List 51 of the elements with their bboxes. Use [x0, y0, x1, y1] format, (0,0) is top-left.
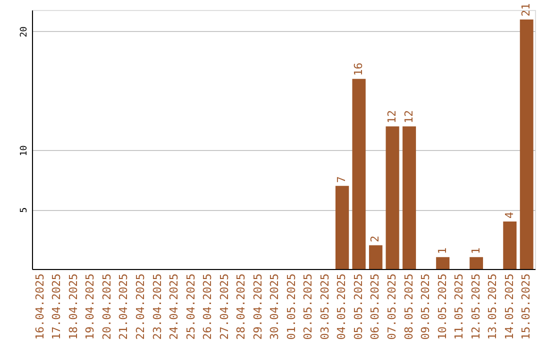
x-tick-label: 14.05.2025 [502, 274, 516, 340]
bar [503, 221, 517, 269]
x-tick-label: 21.04.2025 [117, 274, 130, 340]
x-tick-label: 15.05.2025 [520, 274, 533, 340]
bar [386, 126, 400, 269]
x-tick-label: 29.04.2025 [251, 274, 264, 340]
bar [436, 257, 450, 269]
x-tick-label: 09.05.2025 [419, 274, 432, 340]
bar [520, 20, 534, 269]
x-tick-label: 16.04.2025 [33, 274, 46, 340]
x-tick-label: 03.05.2025 [318, 274, 332, 340]
data-label: 2 [368, 236, 382, 242]
x-tick-label: 11.05.2025 [452, 274, 466, 340]
x-tick-label: 07.05.2025 [385, 274, 398, 340]
y-tick-label: 5 [20, 207, 30, 213]
x-tick-label: 17.04.2025 [50, 274, 64, 340]
data-label: 12 [402, 110, 416, 124]
x-tick-label: 30.04.2025 [268, 274, 282, 340]
data-label: 16 [352, 62, 365, 76]
x-tick-label: 28.04.2025 [234, 274, 248, 340]
x-tick-label: 22.04.2025 [134, 274, 147, 340]
x-tick-label: 01.05.2025 [284, 274, 298, 340]
x-tick-label: 27.04.2025 [218, 274, 231, 340]
x-tick-label: 13.05.2025 [486, 274, 500, 340]
x-tick-label: 26.04.2025 [201, 274, 214, 340]
data-label: 21 [520, 3, 533, 17]
bar [335, 186, 349, 269]
x-tick-label: 20.04.2025 [100, 274, 114, 340]
x-tick-label: 23.04.2025 [150, 274, 164, 340]
bar [369, 245, 382, 269]
x-tick-label: 25.04.2025 [184, 274, 198, 340]
data-label: 4 [502, 211, 516, 218]
x-tick-label: 08.05.2025 [402, 274, 416, 340]
x-tick-label: 05.05.2025 [352, 274, 365, 340]
x-tick-label: 04.05.2025 [335, 274, 348, 340]
x-tick-label: 24.04.2025 [168, 274, 181, 340]
x-tick-label: 06.05.2025 [368, 274, 382, 340]
bar [352, 78, 366, 269]
y-tick-label: 10 [20, 145, 30, 156]
bar [402, 126, 416, 269]
data-label: 12 [385, 110, 398, 124]
y-tick-label: 20 [20, 26, 30, 38]
data-label: 1 [436, 247, 449, 254]
bar [470, 257, 484, 269]
data-label: 7 [335, 176, 348, 183]
x-tick-label: 12.05.2025 [469, 274, 482, 340]
x-tick-label: 18.04.2025 [66, 274, 80, 340]
x-tick-label: 19.04.2025 [84, 274, 97, 340]
x-tick-label: 10.05.2025 [436, 274, 449, 340]
x-tick-label: 02.05.2025 [302, 274, 315, 340]
data-label: 1 [469, 247, 482, 254]
